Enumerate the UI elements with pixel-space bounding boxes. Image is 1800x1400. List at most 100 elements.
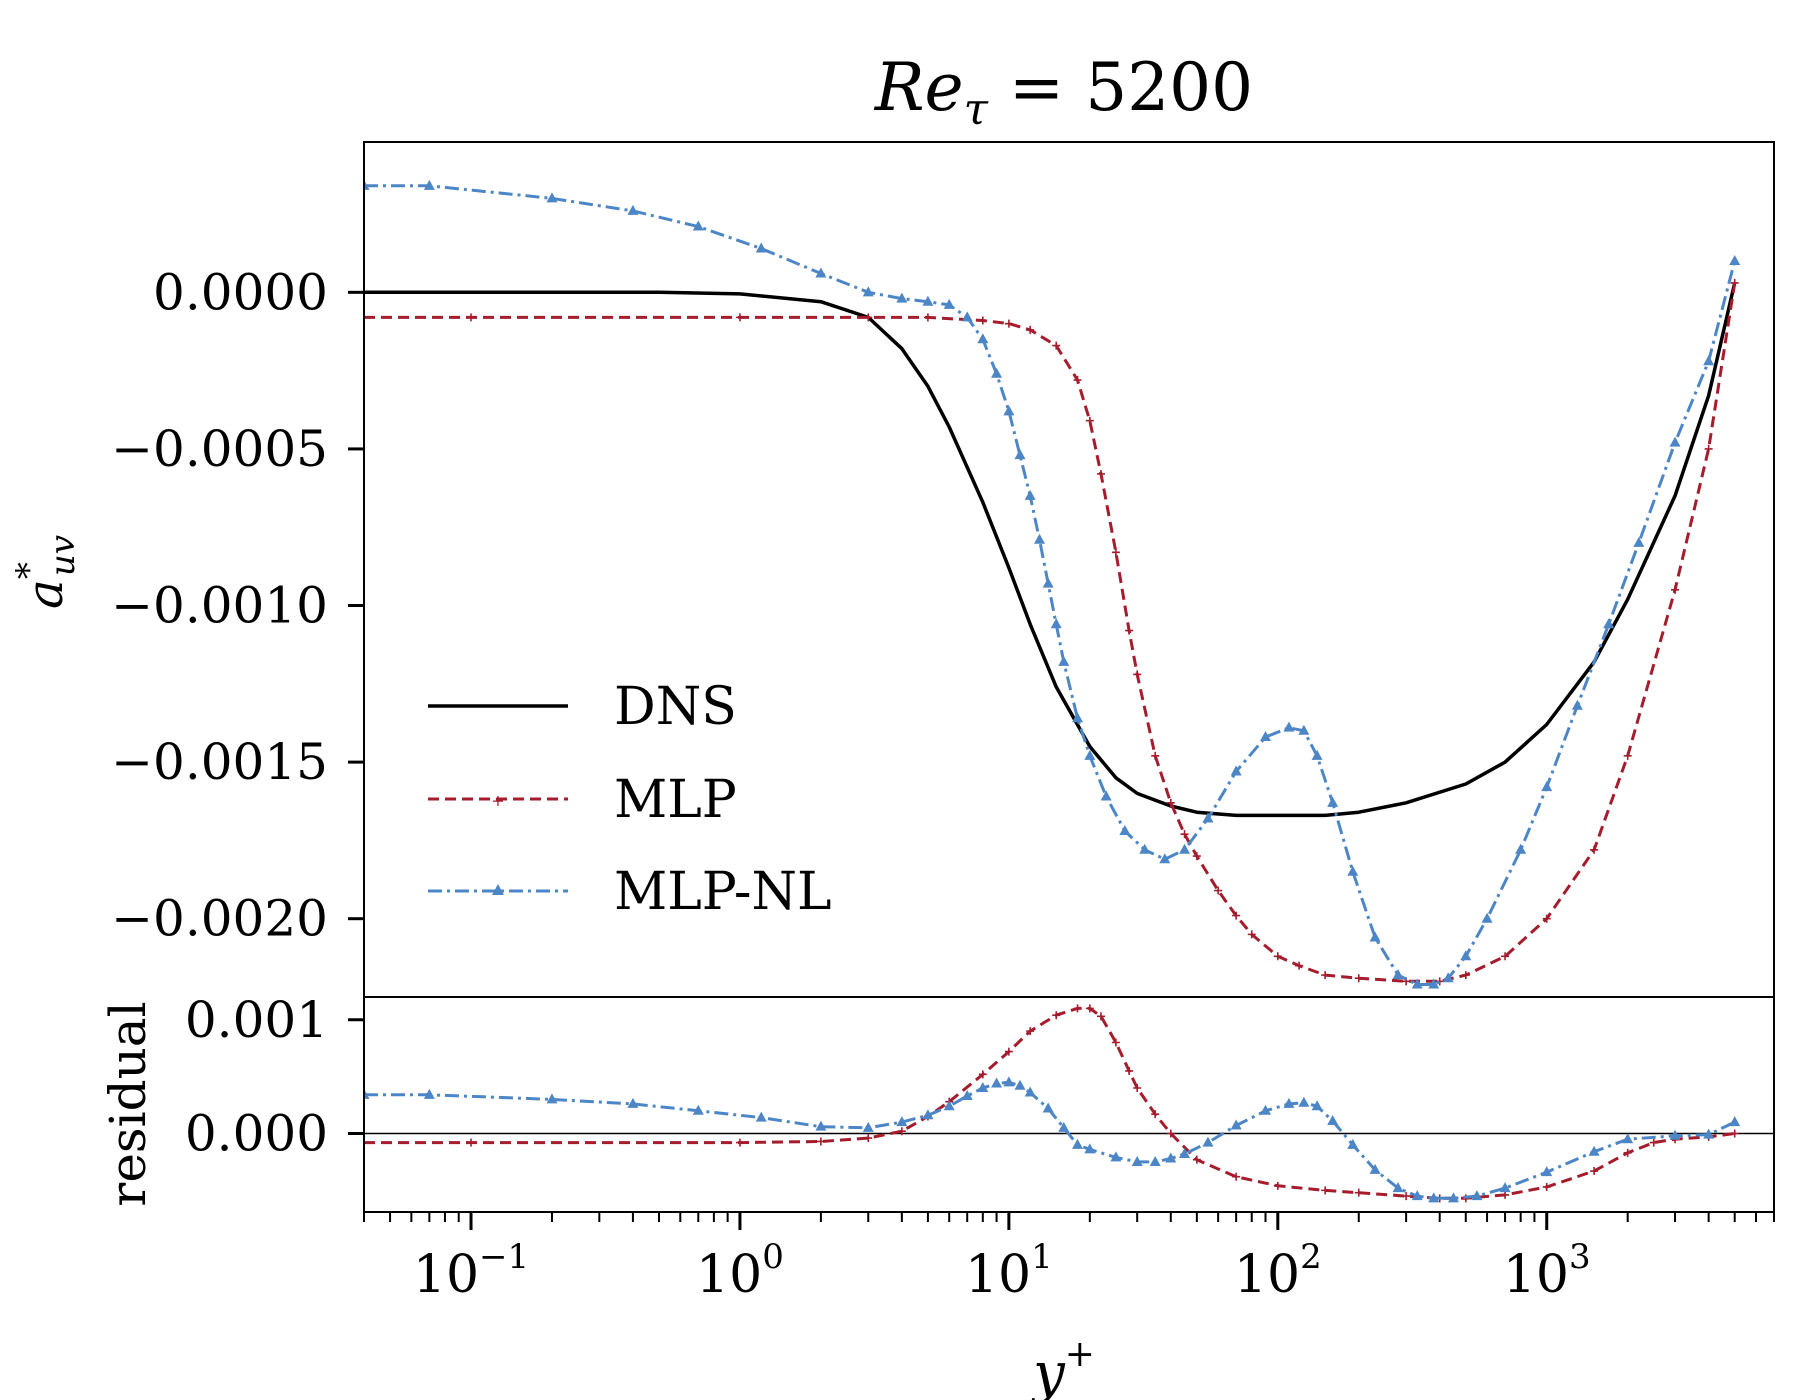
triangle-marker — [961, 311, 973, 322]
triangle-marker — [1003, 405, 1015, 416]
plus-marker — [1192, 1155, 1201, 1164]
triangle-marker — [862, 286, 874, 297]
plus-marker — [1542, 914, 1551, 923]
plus-marker — [1133, 1084, 1142, 1093]
plus-marker — [1402, 1192, 1411, 1201]
residual-series-mlp-nl — [364, 1080, 1736, 1200]
triangle-marker — [1165, 1152, 1177, 1163]
plus-marker — [1247, 930, 1256, 939]
ytick-label: 0.000 — [185, 1105, 328, 1163]
plus-marker — [1295, 961, 1304, 970]
triangle-marker — [1369, 931, 1381, 942]
triangle-marker — [1131, 1155, 1143, 1166]
plus-marker — [1354, 974, 1363, 983]
xtick-label: 101 — [965, 1237, 1053, 1305]
x-axis-label: y+ — [1030, 1334, 1095, 1400]
plus-marker — [364, 313, 368, 322]
plus-marker — [1590, 1167, 1599, 1176]
triangle-marker — [1202, 812, 1214, 823]
triangle-marker — [546, 1093, 558, 1104]
triangle-marker — [815, 1120, 827, 1131]
plus-marker — [1501, 952, 1510, 961]
triangle-marker — [1729, 255, 1741, 266]
ytick-label: −0.0015 — [111, 733, 328, 791]
plus-marker — [1004, 1047, 1013, 1056]
triangle-marker — [1729, 1116, 1741, 1127]
plus-marker — [1501, 1190, 1510, 1199]
legend-entry-mlp: + MLP — [428, 770, 737, 830]
triangle-marker — [546, 192, 558, 203]
triangle-marker — [1014, 449, 1026, 460]
xlabel-sup: + — [1065, 1334, 1095, 1375]
plus-marker — [1073, 376, 1082, 385]
legend-entry-mlp-nl: MLP-NL — [428, 862, 832, 922]
triangle-marker — [1003, 1076, 1015, 1087]
plus-marker — [1166, 798, 1175, 807]
title-sub: τ — [964, 84, 989, 135]
triangle-marker — [1460, 950, 1472, 961]
triangle-marker — [1058, 1121, 1070, 1132]
plus-marker — [467, 1138, 476, 1147]
legend-label-mlp-nl: MLP-NL — [614, 862, 832, 922]
main-series-group — [364, 179, 1741, 989]
plus-marker — [1730, 1129, 1739, 1138]
triangle-marker — [815, 267, 827, 278]
triangle-marker — [1149, 1155, 1161, 1166]
ytick-label: 0.001 — [185, 991, 328, 1049]
triangle-marker — [1298, 1096, 1310, 1107]
plus-marker — [978, 316, 987, 325]
plus-marker — [735, 313, 744, 322]
plus-marker — [1026, 325, 1035, 334]
triangle-marker — [1072, 1138, 1084, 1149]
triangle-marker — [991, 1077, 1003, 1088]
plus-marker — [816, 1137, 825, 1146]
plus-marker — [1111, 548, 1120, 557]
triangle-marker — [1298, 724, 1310, 735]
triangle-marker — [1110, 1151, 1122, 1162]
triangle-marker — [423, 179, 435, 190]
plus-marker — [364, 1138, 368, 1147]
plus-marker — [1354, 1188, 1363, 1197]
triangle-marker — [1411, 978, 1423, 989]
plus-marker — [1590, 845, 1599, 854]
triangle-marker — [1179, 843, 1191, 854]
xtick-label: 10−1 — [413, 1237, 529, 1305]
triangle-marker — [1541, 1166, 1553, 1177]
triangle-marker — [627, 204, 639, 215]
plus-marker — [1004, 319, 1013, 328]
ylabel-sup: * — [9, 562, 49, 579]
xlabel-base: y — [1030, 1341, 1066, 1400]
triangle-marker — [1347, 1138, 1359, 1149]
plus-marker — [1214, 886, 1223, 895]
legend-entry-dns: DNS — [428, 677, 737, 737]
triangle-marker — [1541, 781, 1553, 792]
main-y-axis: 0.0000 −0.0005 −0.0010 −0.0015 −0.0020 — [111, 263, 364, 948]
triangle-marker — [1703, 1128, 1715, 1139]
triangle-marker — [1311, 1100, 1323, 1111]
triangle-marker — [1034, 533, 1046, 544]
xtick-label: 102 — [1234, 1237, 1322, 1305]
residual-y-axis: 0.001 0.000 — [185, 991, 364, 1163]
legend: DNS + MLP MLP-NL — [428, 677, 832, 922]
triangle-marker — [1202, 1136, 1214, 1147]
plus-marker — [467, 313, 476, 322]
triangle-marker — [1327, 796, 1339, 807]
plus-marker — [1096, 469, 1105, 478]
plus-marker — [1166, 1129, 1175, 1138]
triangle-marker — [961, 1089, 973, 1100]
triangle-marker — [1042, 1102, 1054, 1113]
triangle-marker — [1499, 1182, 1511, 1193]
plus-marker — [1133, 670, 1142, 679]
triangle-marker — [1447, 1192, 1459, 1203]
triangle-marker — [1230, 1119, 1242, 1130]
triangle-marker — [1100, 790, 1112, 801]
triangle-marker — [977, 333, 989, 344]
plus-marker — [1026, 1027, 1035, 1036]
plus-marker — [1671, 585, 1680, 594]
main-series-dns — [364, 282, 1737, 818]
residual-axes-frame — [363, 996, 1775, 1213]
plus-marker — [1435, 977, 1444, 986]
plus-marker — [1085, 1004, 1094, 1013]
plus-marker — [978, 1070, 987, 1079]
triangle-marker — [1024, 489, 1036, 500]
